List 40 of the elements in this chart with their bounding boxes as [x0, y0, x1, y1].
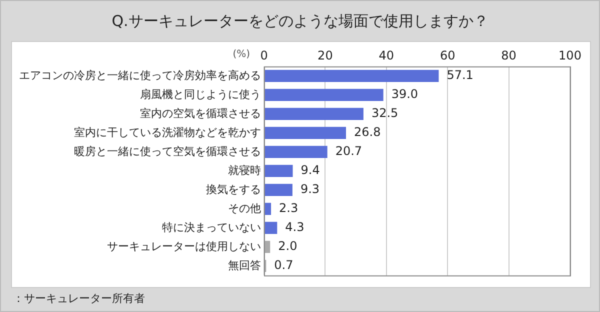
y-tick-label: サーキュレーターは使用しない	[107, 240, 261, 253]
data-label: 0.7	[274, 258, 294, 272]
x-axis-title: (%)	[232, 48, 250, 60]
bar	[264, 88, 384, 101]
y-tick-label: その他	[228, 202, 261, 215]
data-label: 4.3	[285, 220, 304, 234]
data-label: 2.3	[279, 201, 298, 216]
data-label: 9.3	[300, 182, 320, 196]
data-label: 57.1	[446, 68, 474, 82]
data-label: 9.4	[300, 163, 320, 178]
bar	[264, 126, 346, 139]
y-tick-label: 特に決まっていない	[162, 220, 261, 234]
y-tick-label: 無回答	[228, 258, 261, 272]
y-tick-label: 就寝時	[228, 164, 261, 177]
bar	[264, 108, 364, 120]
x-tick-label: 0	[260, 48, 268, 62]
data-label: 26.8	[354, 125, 381, 140]
x-tick-label: 100	[558, 48, 582, 62]
y-tick-label: 暖房と一緒に使って空気を循環させる	[74, 144, 261, 158]
y-tick-label: 室内の空気を循環させる	[140, 106, 261, 120]
y-tick-label: 扇風機と同じように使う	[140, 88, 261, 101]
x-tick-label: 20	[318, 48, 333, 62]
y-tick-label: 換気をする	[206, 182, 261, 196]
bar	[264, 184, 292, 196]
bar	[264, 70, 439, 82]
bar	[264, 146, 328, 158]
x-tick-label: 60	[440, 48, 456, 62]
y-tick-label: エアコンの冷房と一緒に使って冷房効率を高める	[19, 68, 261, 82]
data-label: 2.0	[278, 239, 298, 254]
chart-title: Q.サーキュレーターをどのような場面で使用しますか？	[110, 11, 490, 32]
text: ：サーキュレーター所有者	[13, 291, 145, 306]
data-label: 39.0	[391, 87, 418, 102]
y-tick-label: 室内に干している洗濯物などを乾かす	[74, 126, 261, 139]
bar	[264, 222, 278, 234]
x-tick-label: 80	[501, 48, 516, 62]
data-label: 20.7	[335, 144, 362, 158]
bar	[264, 164, 293, 177]
x-tick-label: 40	[378, 48, 394, 62]
data-label: 32.5	[371, 106, 398, 120]
bar	[264, 202, 272, 215]
